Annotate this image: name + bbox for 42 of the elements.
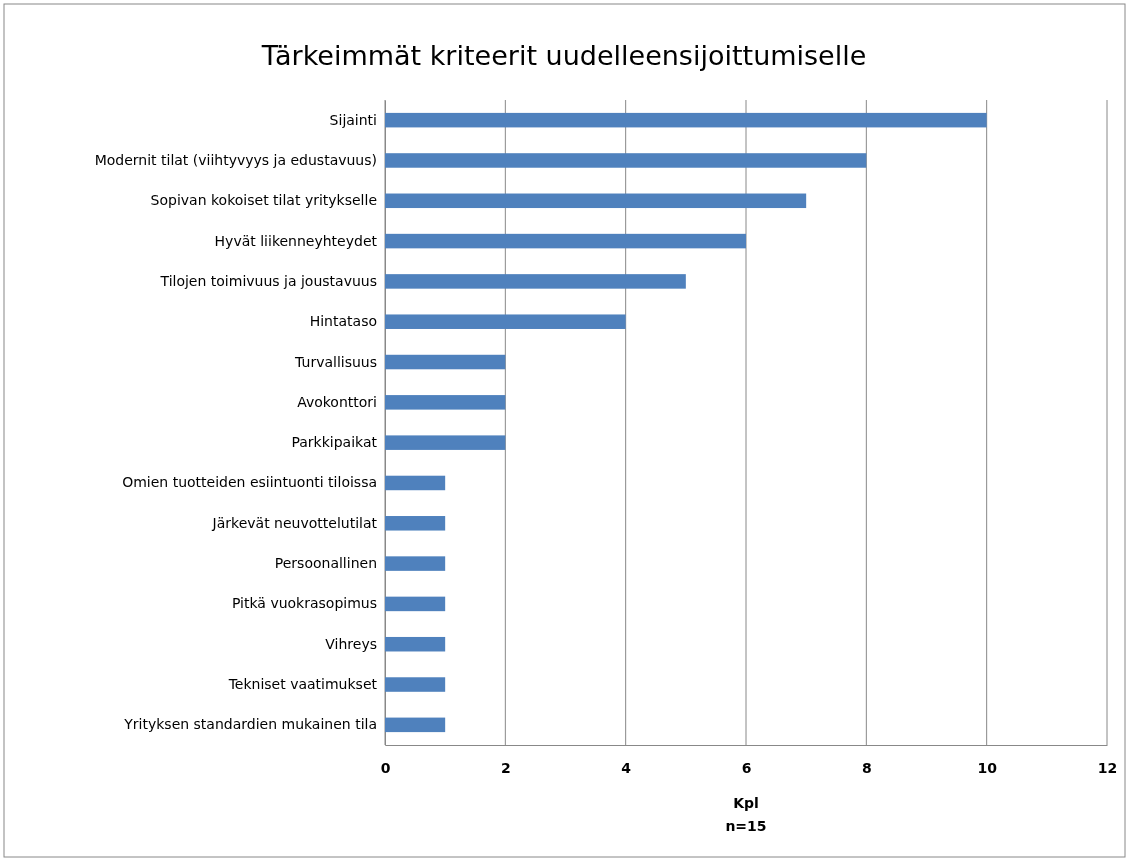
y-tick-label: Hyvät liikenneyhteydet	[214, 232, 378, 249]
bar	[385, 354, 506, 370]
x-tick-label: 6	[741, 759, 752, 776]
y-tick-label: Tekniset vaatimukset	[227, 676, 378, 693]
y-tick-label: Parkkipaikat	[291, 434, 378, 451]
bar	[385, 556, 446, 571]
y-tick-label: Pitkä vuokrasopimus	[231, 595, 377, 612]
bar	[385, 435, 506, 450]
x-tick-label: 12	[1097, 759, 1118, 776]
bar	[385, 233, 746, 249]
bar	[385, 516, 446, 531]
y-tick-label: Turvallisuus	[294, 353, 377, 370]
y-tick-label: Yrityksen standardien mukainen tila	[123, 716, 377, 733]
x-tick-label: 0	[380, 759, 391, 776]
bar	[385, 153, 867, 168]
bar	[385, 677, 446, 692]
bar	[385, 112, 987, 128]
bar	[385, 314, 626, 329]
x-tick-label: 2	[500, 759, 511, 776]
x-tick-label: 10	[977, 759, 998, 776]
x-tick-label: 8	[861, 759, 872, 776]
y-tick-label: Tilojen toimivuus ja joustavuus	[159, 272, 377, 289]
y-tick-label: Sijainti	[329, 111, 377, 128]
y-tick-label: Järkevät neuvottelutilat	[211, 514, 378, 531]
x-tick-label: 4	[621, 759, 632, 776]
y-tick-label: Hintataso	[309, 313, 377, 330]
bar	[385, 717, 446, 733]
bar	[385, 475, 446, 491]
bar	[385, 274, 686, 289]
y-tick-label: Avokonttori	[297, 393, 377, 410]
chart-title: Tärkeimmät kriteerit uudelleensijoittumiselle	[260, 40, 867, 71]
x-axis-title: Kpl	[733, 795, 759, 811]
y-tick-label: Persoonallinen	[274, 555, 377, 572]
bar	[385, 395, 506, 410]
bar	[385, 193, 807, 209]
bar	[385, 596, 446, 612]
text: n=15	[725, 818, 767, 834]
y-tick-label: Sopivan kokoiset tilat yritykselle	[150, 192, 377, 209]
y-tick-label: Vihreys	[325, 635, 377, 652]
y-tick-label: Omien tuotteiden esiintuonti tiloissa	[122, 474, 377, 491]
y-tick-label: Modernit tilat (viihtyvyys ja edustavuus)	[94, 151, 377, 168]
bar	[385, 636, 446, 652]
